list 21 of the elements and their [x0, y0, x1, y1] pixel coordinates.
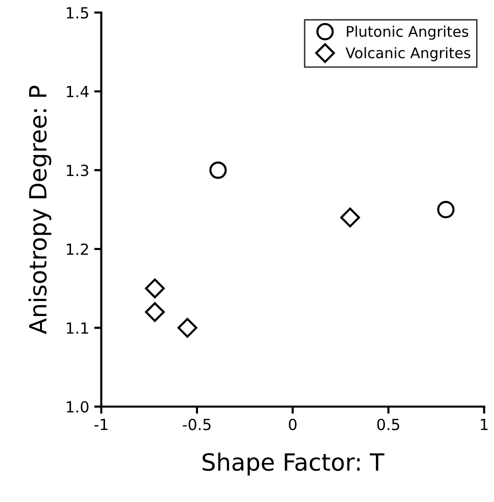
y-tick-label: 1.1 — [66, 322, 88, 334]
y-tick-label: 1.4 — [66, 86, 89, 98]
point — [178, 318, 198, 338]
point — [340, 208, 360, 228]
x-tick-label: 1 — [480, 418, 488, 430]
y-tick-label: 1.0 — [66, 401, 88, 413]
x-axis-title: Shape Factor: T — [202, 452, 384, 476]
y-tick-label: 1.3 — [66, 164, 88, 176]
x-tick-label: -1 — [94, 418, 108, 430]
legend-label: Plutonic Angrites — [346, 26, 468, 40]
y-tick-label: 1.2 — [66, 243, 88, 255]
point — [437, 200, 455, 218]
point — [144, 302, 165, 322]
x-tick-label: 0.5 — [377, 418, 400, 430]
x-tick-label: 0 — [288, 418, 297, 430]
legend-label: Volcanic Angrites — [346, 47, 470, 62]
y-tick-label: 1.5 — [66, 7, 88, 19]
x-tick-label: -0.5 — [182, 418, 211, 430]
y-axis-title: Anisotropy Degree: P — [28, 86, 52, 334]
point — [144, 278, 165, 298]
point — [209, 161, 227, 179]
